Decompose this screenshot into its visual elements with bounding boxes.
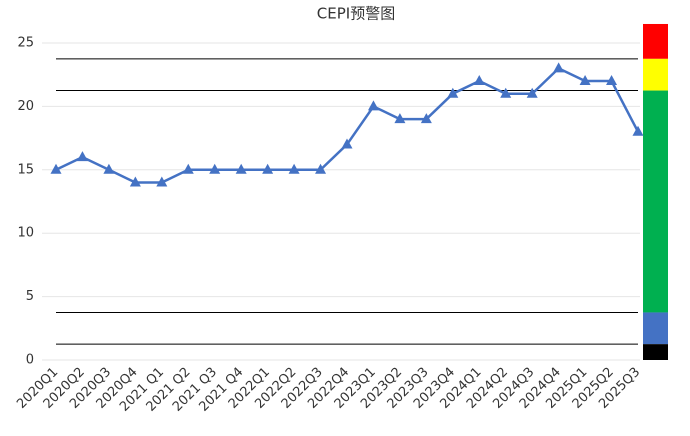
- data-point: [553, 62, 565, 73]
- warning-band: [643, 344, 668, 360]
- data-point: [447, 87, 459, 98]
- y-tick-label: 10: [17, 226, 34, 241]
- series-line: [55, 66, 640, 184]
- data-point: [579, 75, 591, 86]
- data-point: [129, 176, 141, 187]
- data-point: [500, 87, 512, 98]
- y-tick-label: 0: [26, 353, 34, 368]
- data-point: [262, 163, 274, 174]
- data-point: [209, 163, 221, 174]
- data-point: [103, 163, 115, 174]
- y-tick-label: 25: [17, 36, 34, 51]
- warning-band: [643, 58, 668, 91]
- data-point: [420, 113, 432, 124]
- y-tick-label: 20: [17, 99, 34, 114]
- data-point: [235, 163, 247, 174]
- data-point: [156, 176, 168, 187]
- data-point: [473, 75, 485, 86]
- data-point: [182, 163, 194, 174]
- data-point: [76, 151, 88, 162]
- data-point: [341, 138, 353, 149]
- data-point: [394, 113, 406, 124]
- warning-band: [643, 312, 668, 345]
- data-point: [315, 163, 327, 174]
- data-point: [288, 163, 300, 174]
- y-tick-label: 15: [17, 162, 34, 177]
- chart-title: CEPI预警图: [317, 5, 395, 23]
- data-point: [50, 163, 62, 174]
- warning-band: [643, 23, 668, 59]
- warning-band: [643, 90, 668, 313]
- data-point: [632, 125, 644, 136]
- y-tick-label: 5: [26, 289, 34, 304]
- data-point: [526, 87, 538, 98]
- data-point: [367, 100, 379, 111]
- data-point: [606, 75, 618, 86]
